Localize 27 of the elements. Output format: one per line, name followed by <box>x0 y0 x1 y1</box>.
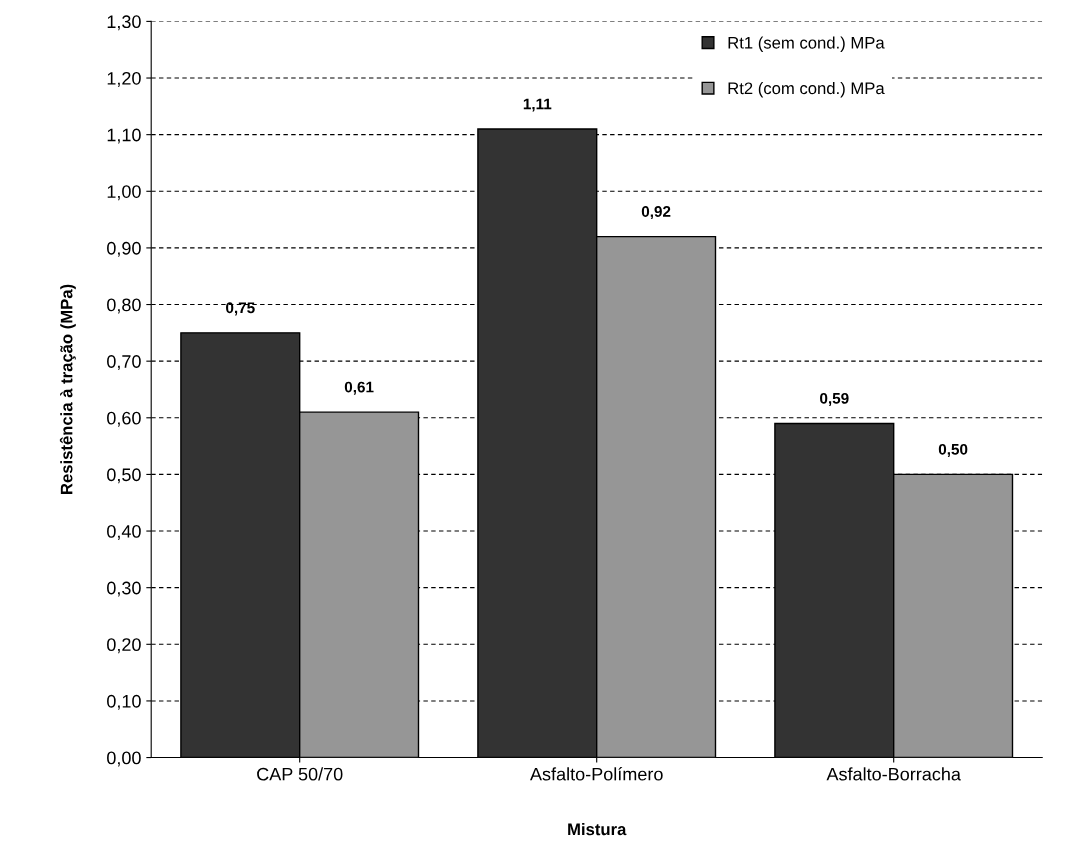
y-tick-label: 0,60 <box>107 411 141 427</box>
y-tick-label: 0,70 <box>107 355 141 371</box>
data-label: 1,11 <box>523 98 552 112</box>
data-label: 0,50 <box>938 443 968 457</box>
data-label: 0,92 <box>641 206 671 220</box>
data-label: 0,61 <box>344 381 374 395</box>
y-tick-label: 0,00 <box>107 751 141 767</box>
x-tick-label: Asfalto-Polímero <box>530 767 663 781</box>
y-tick-label: 0,80 <box>107 298 141 314</box>
y-axis-title: Resistência à tração (MPa) <box>59 284 76 494</box>
y-tick-label: 0,10 <box>107 694 141 710</box>
x-tick-label: Asfalto-Borracha <box>826 767 961 781</box>
x-tick-label: CAP 50/70 <box>257 767 343 781</box>
y-tick-label: 0,30 <box>107 581 141 597</box>
legend-label: Rt1 (sem cond.) MPa <box>728 36 885 52</box>
legend-label: Rt2 (com cond.) MPa <box>728 81 885 98</box>
y-tick-label: 1,00 <box>107 185 141 201</box>
y-tick-label: 1,30 <box>107 15 141 31</box>
data-label: 0,59 <box>820 392 849 406</box>
y-tick-label: 1,20 <box>107 71 141 87</box>
y-tick-label: 0,90 <box>107 241 141 257</box>
y-tick-label: 1,10 <box>107 128 141 144</box>
data-label: 0,75 <box>226 302 255 316</box>
y-tick-label: 0,20 <box>107 638 141 654</box>
y-tick-label: 0,50 <box>107 468 141 484</box>
x-axis-title: Mistura <box>568 823 627 836</box>
y-tick-label: 0,40 <box>107 524 141 540</box>
